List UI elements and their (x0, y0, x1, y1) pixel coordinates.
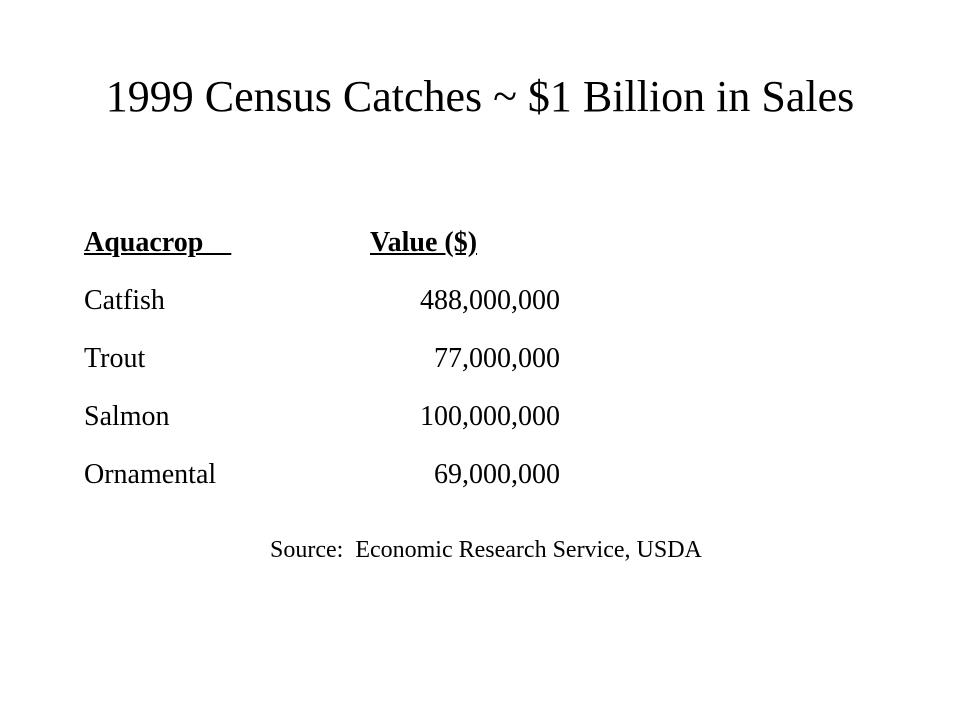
table-row: Salmon 100,000,000 (84, 388, 560, 446)
row-crop: Catfish (84, 285, 165, 316)
table-header-row: Aquacrop Value ($) (84, 214, 560, 272)
row-value: 100,000,000 (420, 401, 560, 432)
row-value: 69,000,000 (434, 459, 560, 490)
slide-title: 1999 Census Catches ~ $1 Billion in Sale… (105, 72, 855, 121)
header-aquacrop: Aquacrop (84, 227, 232, 258)
header-value: Value ($) (370, 227, 478, 258)
row-value: 488,000,000 (420, 285, 560, 316)
aquacrop-value-table: Aquacrop Value ($) Catfish 488,000,000 T… (84, 214, 560, 504)
row-crop: Salmon (84, 401, 170, 432)
table-row: Ornamental 69,000,000 (84, 446, 560, 504)
row-crop: Ornamental (84, 459, 217, 490)
table-row: Trout 77,000,000 (84, 330, 560, 388)
source-note: Source: Economic Research Service, USDA (270, 537, 702, 563)
row-value: 77,000,000 (434, 343, 560, 374)
table-row: Catfish 488,000,000 (84, 272, 560, 330)
row-crop: Trout (84, 343, 146, 374)
